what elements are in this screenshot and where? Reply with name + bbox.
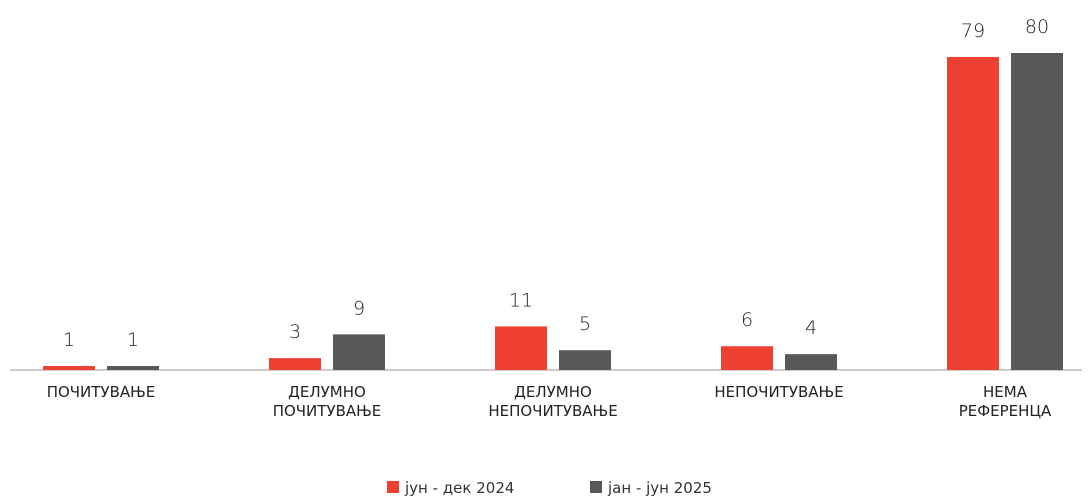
value-label: 4 bbox=[805, 317, 817, 339]
x-tick-label-line: НЕПОЧИТУВАЊЕ bbox=[488, 402, 617, 420]
legend-label: јан - јун 2025 bbox=[607, 479, 712, 497]
value-label: 3 bbox=[289, 321, 301, 343]
x-tick-label: ДЕЛУМНО НЕПОЧИТУВАЊЕ bbox=[488, 383, 617, 420]
value-label: 9 bbox=[353, 297, 365, 319]
bar bbox=[107, 366, 159, 370]
bar bbox=[269, 358, 321, 370]
x-tick-label-line: НЕМА bbox=[983, 383, 1028, 401]
x-tick-label: НЕПОЧИТУВАЊЕ bbox=[714, 383, 843, 401]
x-tick-label-line: ДЕЛУМНО bbox=[514, 383, 592, 401]
value-label: 1 bbox=[63, 329, 75, 351]
x-tick-label: ПОЧИТУВАЊЕ bbox=[47, 383, 156, 401]
bar bbox=[785, 354, 837, 370]
value-label: 6 bbox=[741, 309, 753, 331]
x-tick-label-line: РЕФЕРЕНЦА bbox=[959, 402, 1052, 420]
value-label: 1 bbox=[127, 329, 139, 351]
bar bbox=[947, 56, 999, 371]
bar bbox=[721, 346, 773, 370]
bar bbox=[559, 350, 611, 370]
x-tick-label-line: ДЕЛУМНО bbox=[288, 383, 366, 401]
bar bbox=[1011, 53, 1063, 370]
value-label: 80 bbox=[1025, 16, 1049, 38]
x-tick-label-line: ПОЧИТУВАЊЕ bbox=[47, 383, 156, 401]
value-label: 11 bbox=[509, 289, 533, 311]
legend-swatch bbox=[590, 481, 602, 493]
bar bbox=[495, 326, 547, 370]
legend-swatch bbox=[387, 481, 399, 493]
value-label: 79 bbox=[961, 20, 985, 42]
legend-label: јун - дек 2024 bbox=[404, 479, 514, 497]
bar bbox=[43, 366, 95, 370]
x-tick-label: НЕМА РЕФЕРЕНЦА bbox=[959, 383, 1052, 420]
bar bbox=[333, 334, 385, 370]
x-tick-label-line: НЕПОЧИТУВАЊЕ bbox=[714, 383, 843, 401]
value-label: 5 bbox=[579, 313, 591, 335]
x-tick-label: ДЕЛУМНО ПОЧИТУВАЊЕ bbox=[273, 383, 382, 420]
x-tick-label-line: ПОЧИТУВАЊЕ bbox=[273, 402, 382, 420]
